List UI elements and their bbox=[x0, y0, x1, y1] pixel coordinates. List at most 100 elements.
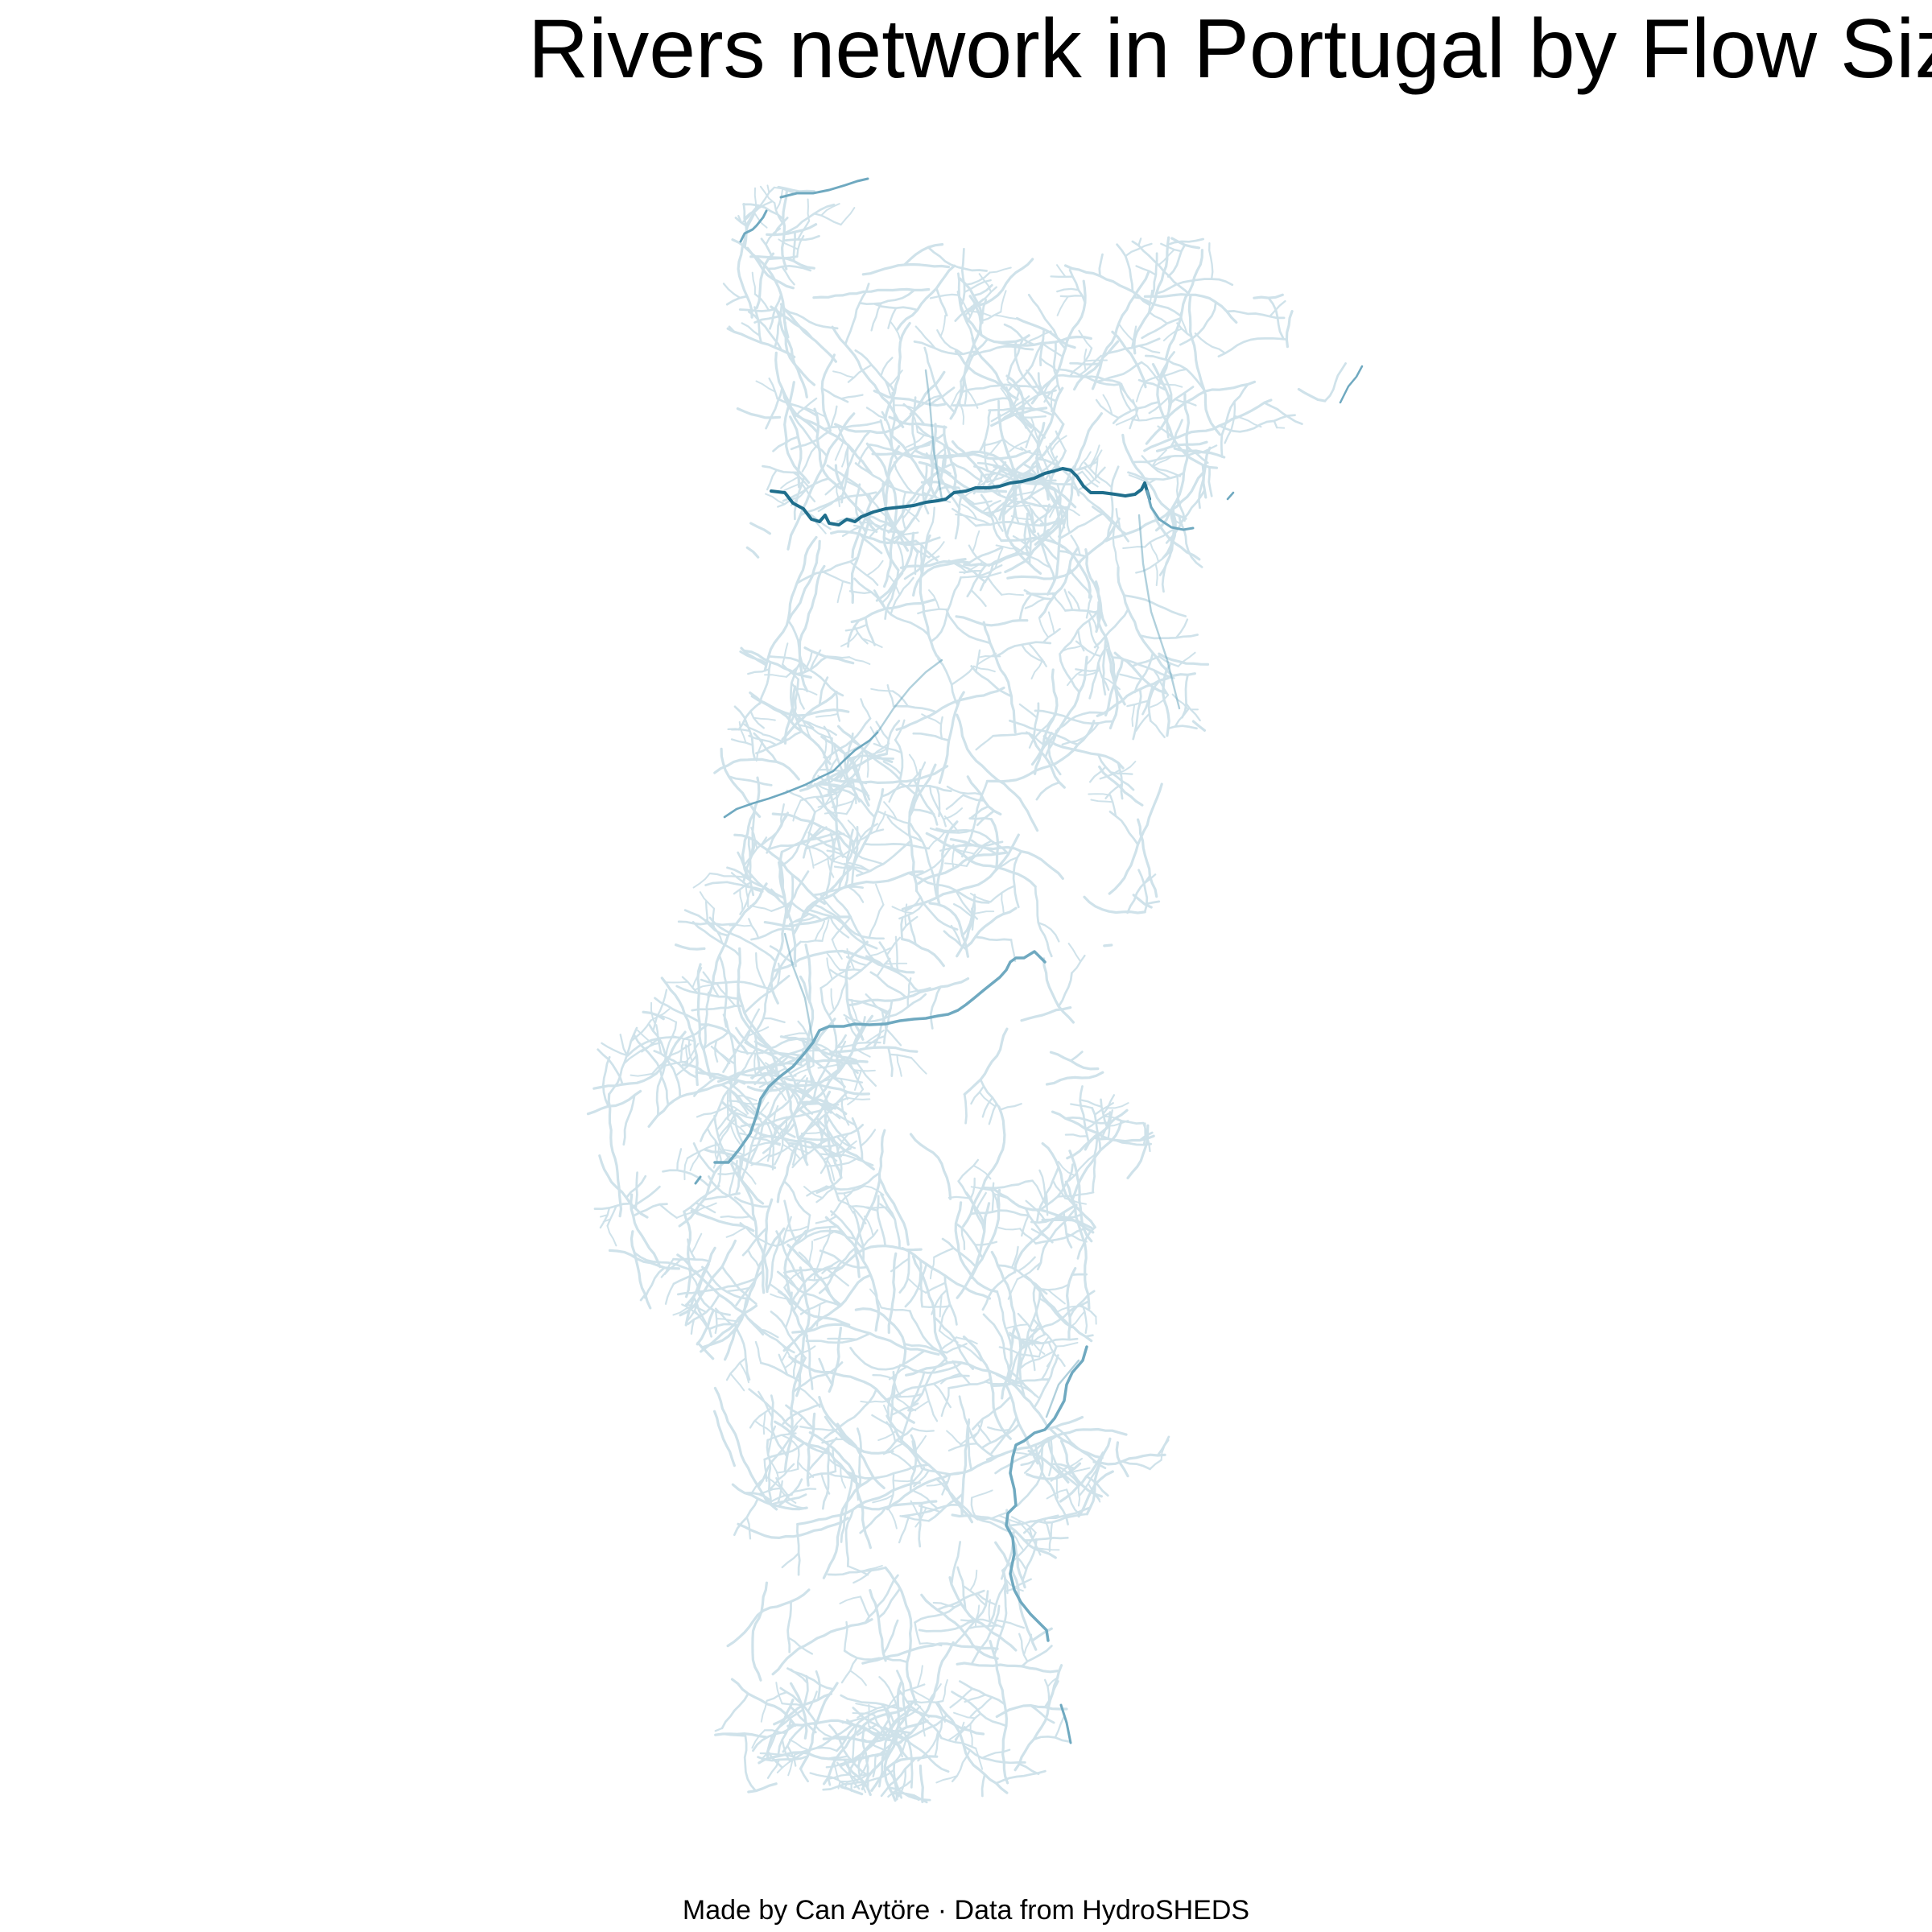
minor-river bbox=[939, 1330, 959, 1344]
minor-river bbox=[1028, 477, 1040, 500]
minor-river bbox=[840, 1078, 848, 1100]
minor-river bbox=[1066, 1126, 1109, 1160]
minor-river bbox=[946, 785, 984, 796]
minor-river bbox=[958, 1395, 996, 1459]
minor-river bbox=[660, 976, 699, 1087]
minor-river bbox=[903, 243, 944, 266]
minor-river bbox=[943, 815, 960, 834]
minor-river bbox=[850, 510, 871, 605]
minor-river bbox=[606, 1204, 617, 1227]
minor-river bbox=[1233, 415, 1262, 428]
minor-river bbox=[781, 266, 795, 286]
minor-river bbox=[751, 1729, 766, 1749]
minor-river bbox=[1118, 383, 1133, 412]
minor-river bbox=[792, 799, 802, 822]
minor-river bbox=[1323, 362, 1347, 402]
minor-river bbox=[687, 1294, 720, 1326]
minor-river bbox=[782, 1143, 800, 1159]
minor-river bbox=[1021, 643, 1046, 663]
minor-river bbox=[786, 789, 816, 814]
minor-river bbox=[1059, 295, 1084, 298]
minor-river bbox=[998, 389, 1057, 423]
minor-river bbox=[969, 1723, 973, 1747]
minor-river bbox=[774, 188, 783, 212]
minor-river bbox=[878, 941, 894, 970]
minor-river bbox=[814, 920, 826, 942]
minor-river bbox=[935, 287, 948, 317]
minor-river bbox=[898, 782, 919, 798]
minor-river bbox=[1102, 1094, 1116, 1115]
minor-river bbox=[799, 1426, 838, 1431]
minor-river bbox=[664, 1282, 675, 1305]
medium-river bbox=[1137, 514, 1181, 710]
minor-river bbox=[766, 184, 770, 194]
minor-river bbox=[840, 1140, 857, 1158]
minor-river bbox=[710, 1045, 736, 1065]
minor-river bbox=[852, 766, 871, 801]
minor-river bbox=[940, 1736, 977, 1750]
minor-river bbox=[887, 369, 903, 388]
minor-river bbox=[972, 1395, 1013, 1430]
river-minho bbox=[739, 209, 768, 243]
minor-river bbox=[737, 851, 787, 906]
minor-river bbox=[914, 1621, 921, 1645]
minor-river bbox=[1022, 462, 1069, 512]
minor-river bbox=[772, 436, 799, 452]
minor-river bbox=[1085, 1475, 1109, 1497]
minor-river bbox=[769, 1282, 791, 1306]
minor-river bbox=[878, 1177, 910, 1246]
minor-river bbox=[696, 963, 712, 1080]
minor-river bbox=[722, 1733, 747, 1737]
minor-river bbox=[740, 1166, 757, 1185]
minor-river bbox=[845, 998, 890, 1013]
minor-river bbox=[974, 1241, 998, 1246]
minor-river bbox=[917, 851, 1007, 885]
minor-river bbox=[653, 1050, 698, 1079]
minor-river bbox=[877, 1587, 902, 1620]
minor-river bbox=[890, 1402, 919, 1416]
minor-river bbox=[890, 1705, 922, 1728]
minor-river bbox=[1141, 685, 1154, 716]
minor-river bbox=[994, 641, 1052, 658]
minor-river bbox=[863, 842, 931, 850]
minor-river bbox=[832, 1076, 864, 1084]
minor-river bbox=[909, 1434, 918, 1493]
river-douro bbox=[770, 467, 1151, 526]
minor-river bbox=[748, 918, 760, 939]
minor-river bbox=[786, 873, 795, 919]
minor-river bbox=[866, 993, 927, 1023]
minor-river bbox=[1016, 1353, 1041, 1358]
minor-river bbox=[1150, 694, 1169, 708]
minor-river bbox=[934, 1719, 943, 1757]
major-rivers bbox=[694, 177, 1364, 1744]
minor-river bbox=[771, 812, 851, 850]
minor-river bbox=[1032, 702, 1040, 741]
minor-river bbox=[915, 890, 959, 931]
minor-river bbox=[753, 293, 770, 312]
minor-river bbox=[939, 1336, 958, 1352]
minor-river bbox=[739, 650, 768, 665]
minor-river bbox=[830, 405, 838, 428]
minor-river bbox=[844, 1781, 848, 1790]
minor-river bbox=[891, 1376, 902, 1398]
minor-river bbox=[690, 1209, 755, 1232]
minor-river bbox=[907, 1357, 947, 1412]
minor-river bbox=[1208, 242, 1214, 280]
minor-river bbox=[954, 1721, 965, 1744]
minor-river bbox=[1149, 1459, 1162, 1471]
minor-river bbox=[901, 833, 1020, 910]
minor-river bbox=[643, 1266, 666, 1299]
minor-river bbox=[1098, 253, 1104, 278]
minor-river bbox=[805, 1048, 829, 1052]
minor-river bbox=[946, 1430, 964, 1447]
minor-river bbox=[1010, 491, 1034, 497]
minor-river bbox=[766, 1233, 782, 1292]
minor-river bbox=[1033, 1354, 1059, 1410]
minor-river bbox=[843, 1649, 909, 1664]
minor-river bbox=[786, 1744, 797, 1767]
minor-river bbox=[1126, 700, 1150, 708]
minor-river bbox=[803, 651, 813, 674]
minor-river bbox=[1026, 1462, 1082, 1480]
minor-river bbox=[1063, 588, 1074, 611]
minor-river bbox=[933, 1247, 955, 1258]
